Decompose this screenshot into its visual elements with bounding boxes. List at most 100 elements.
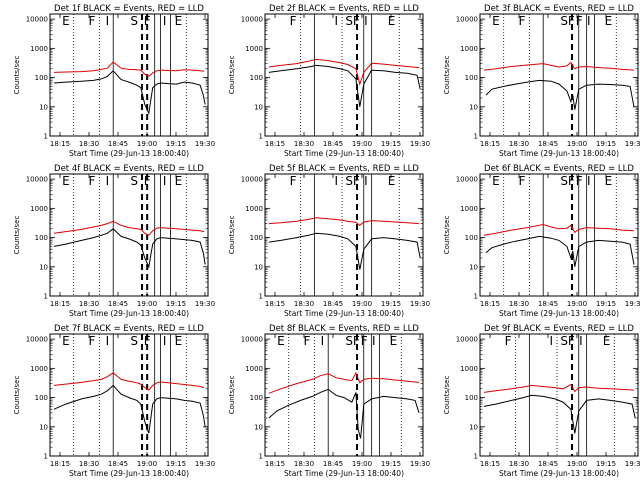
panel-title: Det 8f BLACK = Events, RED = LLD (269, 324, 419, 334)
x-tick-label: 19:30 (410, 300, 430, 308)
x-tick-label: 18:15 (50, 460, 70, 468)
y-axis-label: Counts/sec (13, 56, 21, 95)
y-tick-label: 100 (250, 394, 263, 402)
panel-title: Det 2f BLACK = Events, RED = LLD (269, 4, 419, 14)
series-lld-line (268, 217, 420, 227)
detector-panel-8: Det 8f BLACK = Events, RED = LLD Counts/s… (228, 324, 430, 478)
y-tick-label: 1000 (245, 365, 263, 373)
series-events-line (268, 64, 421, 107)
marker-label: I (163, 334, 167, 348)
marker-label: S (345, 334, 353, 348)
y-tick-label: 1 (474, 293, 478, 301)
panel-title: Det 3f BLACK = Events, RED = LLD (484, 4, 634, 14)
detector-panel-5: Det 5f BLACK = Events, RED = LLD Counts/s… (228, 164, 430, 318)
x-tick-label: 19:15 (381, 300, 401, 308)
plot-frame (49, 333, 209, 457)
x-tick-label: 18:15 (50, 140, 70, 148)
x-tick-label: 18:45 (108, 300, 128, 308)
plot-frame (49, 13, 209, 137)
marker-label: E (605, 14, 613, 28)
x-tick-label: 18:30 (79, 300, 99, 308)
y-axis-label: Counts/sec (443, 216, 451, 255)
series-events-line (268, 388, 420, 439)
y-tick-label: 10 (254, 423, 263, 431)
detector-panel-9: Det 9f BLACK = Events, RED = LLD Counts/s… (443, 324, 640, 478)
marker-label: E (62, 334, 70, 348)
x-tick-label: 18:45 (323, 460, 343, 468)
marker-label: F (568, 334, 575, 348)
x-axis-label: Start Time (29-Jun-13 18:00:40) (69, 309, 189, 318)
marker-label: F (88, 174, 95, 188)
y-tick-label: 10 (469, 103, 478, 111)
y-tick-label: 10000 (26, 336, 48, 344)
marker-label: F (353, 14, 360, 28)
detector-panel-2: Det 2f BLACK = Events, RED = LLD Counts/s… (228, 4, 430, 158)
series-lld-line (483, 383, 635, 393)
marker-label: F (88, 14, 95, 28)
x-tick-label: 18:15 (480, 140, 500, 148)
x-tick-label: 18:45 (108, 140, 128, 148)
marker-label: S (560, 174, 568, 188)
marker-label: I (364, 14, 368, 28)
x-tick-label: 19:30 (410, 460, 430, 468)
plot-frame (479, 13, 639, 137)
x-tick-label: 18:45 (323, 140, 343, 148)
marker-label: I (163, 14, 167, 28)
y-tick-label: 1000 (30, 365, 48, 373)
series-events-line (53, 228, 206, 269)
y-tick-label: 1 (474, 453, 478, 461)
marker-label: E (388, 174, 396, 188)
x-tick-label: 19:00 (567, 300, 587, 308)
x-tick-label: 18:45 (538, 460, 558, 468)
x-axis-label: Start Time (29-Jun-13 18:00:40) (284, 309, 404, 318)
y-tick-label: 1000 (460, 365, 478, 373)
marker-label: E (605, 174, 613, 188)
x-tick-label: 19:15 (596, 460, 616, 468)
marker-label: I (106, 334, 110, 348)
marker-label: F (353, 174, 360, 188)
x-axis-label: Start Time (29-Jun-13 18:00:40) (69, 469, 189, 478)
x-tick-label: 19:00 (137, 300, 157, 308)
y-axis-label: Counts/sec (13, 376, 21, 415)
marker-label: F (568, 14, 575, 28)
y-tick-label: 1 (259, 133, 263, 141)
series-events-line (485, 79, 635, 110)
series-lld-line (483, 223, 635, 236)
x-tick-label: 19:00 (352, 140, 372, 148)
x-tick-label: 18:30 (79, 460, 99, 468)
y-tick-label: 10000 (456, 176, 478, 184)
y-tick-label: 100 (250, 74, 263, 82)
x-axis-label: Start Time (29-Jun-13 18:00:40) (69, 149, 189, 158)
y-tick-label: 100 (465, 234, 478, 242)
y-axis-label: Counts/sec (13, 216, 21, 255)
panel-title: Det 4f BLACK = Events, RED = LLD (54, 164, 204, 174)
x-tick-label: 18:15 (265, 460, 285, 468)
marker-label: E (175, 334, 183, 348)
marker-label: F (290, 14, 297, 28)
x-tick-label: 18:45 (538, 300, 558, 308)
y-tick-label: 1000 (245, 45, 263, 53)
detector-panel-4: Det 4f BLACK = Events, RED = LLD Counts/s… (13, 164, 215, 318)
marker-label: S (560, 334, 568, 348)
panel-title: Det 6f BLACK = Events, RED = LLD (484, 164, 634, 174)
y-axis-label: Counts/sec (443, 376, 451, 415)
y-tick-label: 10000 (241, 16, 263, 24)
marker-label: E (388, 14, 396, 28)
marker-label: I (587, 14, 591, 28)
y-tick-label: 1000 (30, 45, 48, 53)
y-axis-label: Counts/sec (228, 56, 236, 95)
marker-label: E (277, 334, 285, 348)
y-tick-label: 100 (35, 394, 48, 402)
marker-label: I (106, 174, 110, 188)
y-tick-label: 10 (39, 263, 48, 271)
x-tick-label: 19:00 (352, 300, 372, 308)
marker-label: S (130, 334, 138, 348)
panel-title: Det 1f BLACK = Events, RED = LLD (54, 4, 204, 14)
y-tick-label: 1000 (30, 205, 48, 213)
series-lld-line (53, 61, 205, 78)
marker-label: F (353, 334, 360, 348)
marker-label: F (576, 14, 583, 28)
marker-label: E (62, 174, 70, 188)
series-events-line (483, 394, 636, 434)
